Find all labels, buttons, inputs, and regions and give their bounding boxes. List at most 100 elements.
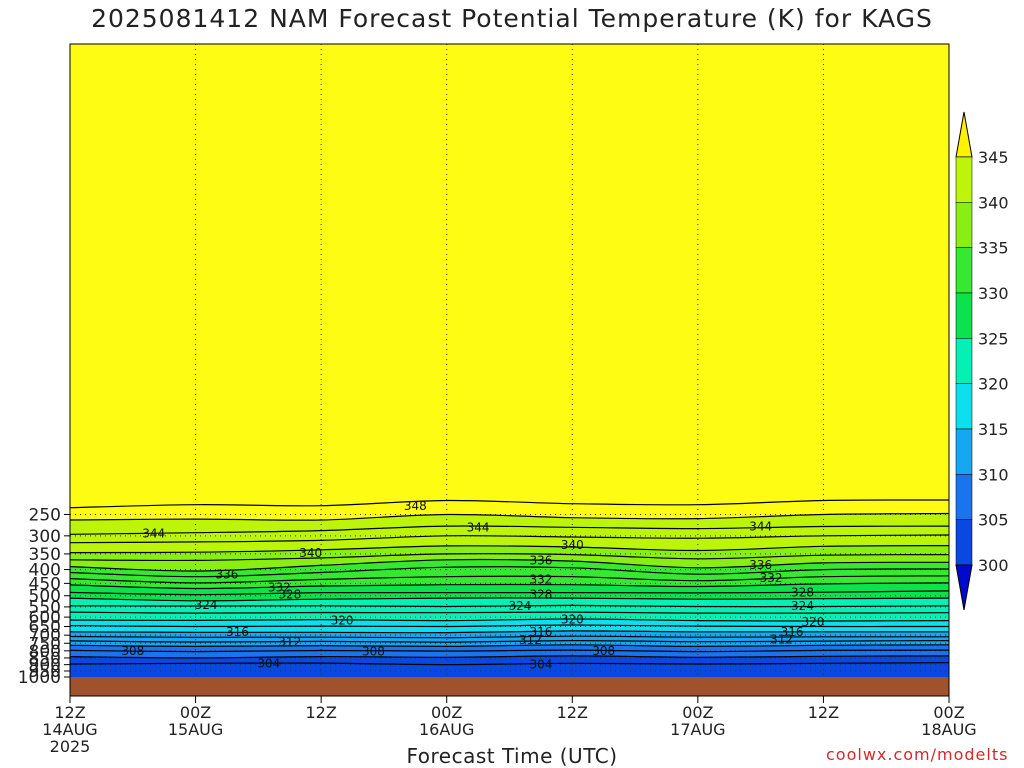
isentrope-312 xyxy=(70,639,949,643)
contour-label: 308 xyxy=(121,644,144,658)
x-tick-label: 2025 xyxy=(50,737,91,756)
y-tick-label: 450 xyxy=(29,574,61,594)
isentrope-336 xyxy=(70,558,949,572)
contour-label: 308 xyxy=(362,644,385,658)
colorbar-segment xyxy=(955,428,973,475)
contour-label: 312 xyxy=(278,635,301,649)
isentrope-308 xyxy=(70,649,949,653)
isentrope-326 xyxy=(70,597,949,602)
x-tick-label: 12Z xyxy=(557,703,588,722)
colorbar-segment xyxy=(955,383,973,430)
x-tick-label: 14AUG xyxy=(42,720,97,739)
x-tick-label: 15AUG xyxy=(168,720,223,739)
isentrope-348 xyxy=(70,499,949,509)
y-tick-label: 350 xyxy=(29,545,61,565)
isentrope-314 xyxy=(70,635,949,639)
colorbar-over-arrow xyxy=(955,111,973,158)
colorbar-label: 300 xyxy=(978,556,1009,575)
contour-label: 340 xyxy=(561,538,584,552)
contour-label: 332 xyxy=(268,580,291,594)
isentrope-344 xyxy=(70,525,949,535)
isentrope-338 xyxy=(70,553,949,562)
isentrope-318 xyxy=(70,624,949,628)
contour-label: 320 xyxy=(561,612,584,626)
x-tick-label: 17AUG xyxy=(670,720,725,739)
isentrope-324 xyxy=(70,604,949,608)
y-tick-label: 850 xyxy=(29,649,61,669)
plot-frame xyxy=(69,43,950,697)
contour-label: 324 xyxy=(195,598,218,612)
colorbar-label: 320 xyxy=(978,375,1009,394)
colorbar-label: 340 xyxy=(978,193,1009,212)
y-tick-label: 400 xyxy=(29,561,61,581)
y-tick-label: 900 xyxy=(29,656,61,676)
y-tick-label: 1000 xyxy=(18,668,61,688)
contour-label: 344 xyxy=(467,521,490,535)
contour-label: 304 xyxy=(257,656,280,670)
y-tick-label: 800 xyxy=(29,642,61,662)
contour-label: 316 xyxy=(226,625,249,639)
colorbar-segment xyxy=(955,292,973,339)
colorbar-label: 345 xyxy=(978,148,1009,167)
contour-label: 340 xyxy=(299,546,322,560)
colorbar-segment xyxy=(955,156,973,203)
contour-label: 304 xyxy=(529,658,552,672)
colorbar-label: 310 xyxy=(978,465,1009,484)
isentrope-332 xyxy=(70,575,949,584)
contour-label: 344 xyxy=(142,526,165,540)
colorbar-label: 325 xyxy=(978,329,1009,348)
contour-label: 312 xyxy=(519,633,542,647)
isentrope-322 xyxy=(70,611,949,614)
x-tick-label: 12Z xyxy=(54,703,85,722)
x-tick-label: 00Z xyxy=(933,703,964,722)
colorbar-segment xyxy=(955,338,973,384)
colorbar-label: 315 xyxy=(978,420,1009,439)
y-tick-label: 300 xyxy=(29,527,61,547)
chart-title: 2025081412 NAM Forecast Potential Temper… xyxy=(91,4,933,33)
x-tick-label: 18AUG xyxy=(921,720,976,739)
isentrope-346 xyxy=(70,512,949,521)
contour-label: 324 xyxy=(791,599,814,613)
contour-label: 336 xyxy=(529,553,552,567)
x-tick-label: 00Z xyxy=(431,703,462,722)
colorbar-label: 335 xyxy=(978,239,1009,258)
contour-label: 324 xyxy=(509,599,532,613)
theta-color-fill xyxy=(70,44,949,677)
isentrope-340 xyxy=(70,545,949,554)
grid-lines xyxy=(70,44,949,677)
colorbar-under-arrow xyxy=(955,564,973,611)
contour-label: 328 xyxy=(278,588,301,602)
x-tick-label: 00Z xyxy=(180,703,211,722)
x-axis-label: Forecast Time (UTC) xyxy=(406,744,618,768)
contour-label: 308 xyxy=(592,644,615,658)
y-tick-label: 750 xyxy=(29,634,61,654)
y-tick-label: 500 xyxy=(29,587,61,607)
contour-label: 316 xyxy=(529,625,552,639)
contour-label: 348 xyxy=(404,499,427,513)
x-tick-label: 16AUG xyxy=(419,720,474,739)
contour-label: 328 xyxy=(791,586,814,600)
isentrope-310 xyxy=(70,644,949,648)
colorbar-label: 305 xyxy=(978,511,1009,530)
ground-strip xyxy=(70,677,949,696)
x-tick-label: 00Z xyxy=(682,703,713,722)
contour-label: 320 xyxy=(331,614,354,628)
y-tick-label: 950 xyxy=(29,662,61,682)
source-credit: coolwx.com/modelts xyxy=(826,745,1009,764)
colorbar-segment xyxy=(955,247,973,294)
x-tick-label: 12Z xyxy=(305,703,336,722)
contour-label: 328 xyxy=(529,588,552,602)
isentrope-316 xyxy=(70,630,949,634)
contour-label: 312 xyxy=(770,632,793,646)
isentrope-320 xyxy=(70,618,949,622)
y-tick-label: 250 xyxy=(29,505,61,525)
contour-label: 316 xyxy=(781,625,804,639)
band-348 xyxy=(70,44,949,508)
isentrope-334 xyxy=(70,566,949,578)
contour-label: 336 xyxy=(749,558,772,572)
colorbar-segment xyxy=(955,202,973,248)
y-tick-label: 700 xyxy=(29,626,61,646)
